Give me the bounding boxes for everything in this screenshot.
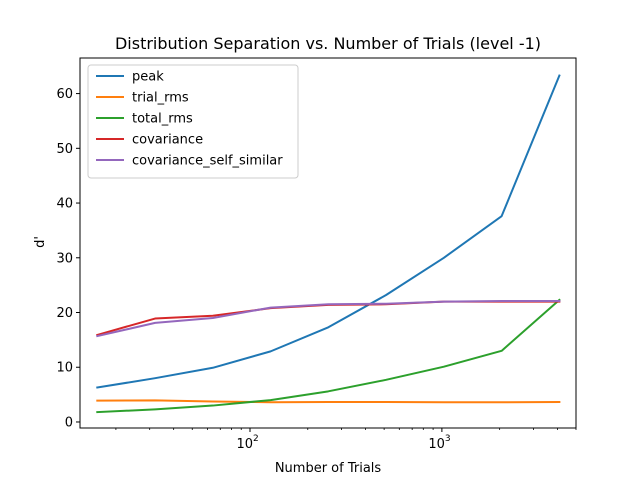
x-tick-label: 10 3 [428, 434, 450, 452]
x-tick-label-base: 10 [236, 437, 253, 452]
legend-label: total_rms [132, 112, 193, 127]
series-line-trial-rms [96, 399, 561, 404]
x-tick-label-exponent: 3 [445, 434, 451, 444]
y-tick-label: 20 [56, 306, 73, 321]
axes-frame [79, 57, 577, 429]
series-line-total-rms [96, 298, 561, 414]
y-tick-label: 0 [65, 415, 73, 430]
legend-label: covariance_self_similar [132, 154, 283, 169]
legend-label: covariance [132, 133, 203, 148]
y-tick-label: 30 [56, 251, 73, 266]
legend-label: trial_rms [132, 91, 189, 106]
legend-entry-covariance-self-similar: covariance_self_similar [96, 154, 283, 169]
y-tick-label: 10 [56, 361, 73, 376]
legend: peak trial_rms total_rms covariance covarian… [87, 64, 299, 179]
x-tick-label: 10 2 [236, 434, 258, 452]
y-axis-label: d' [33, 236, 48, 248]
x-tick-label-base: 10 [428, 437, 445, 452]
y-tick-label: 50 [56, 142, 73, 157]
chart-title: Distribution Separation vs. Number of Tr… [115, 34, 541, 53]
series-line-covariance-self-similar [96, 300, 561, 338]
legend-entry-covariance: covariance [96, 133, 203, 148]
series-line-peak [96, 74, 561, 389]
x-tick-label-exponent: 2 [253, 434, 259, 444]
legend-entry-total-rms: total_rms [96, 112, 193, 127]
legend-label: peak [132, 70, 164, 85]
x-axis-label: Number of Trials [275, 461, 382, 476]
legend-box [87, 64, 299, 179]
y-tick-label: 60 [56, 87, 73, 102]
y-tick-label: 40 [56, 197, 73, 212]
legend-entry-trial-rms: trial_rms [96, 91, 189, 106]
legend-entry-peak: peak [96, 70, 164, 85]
